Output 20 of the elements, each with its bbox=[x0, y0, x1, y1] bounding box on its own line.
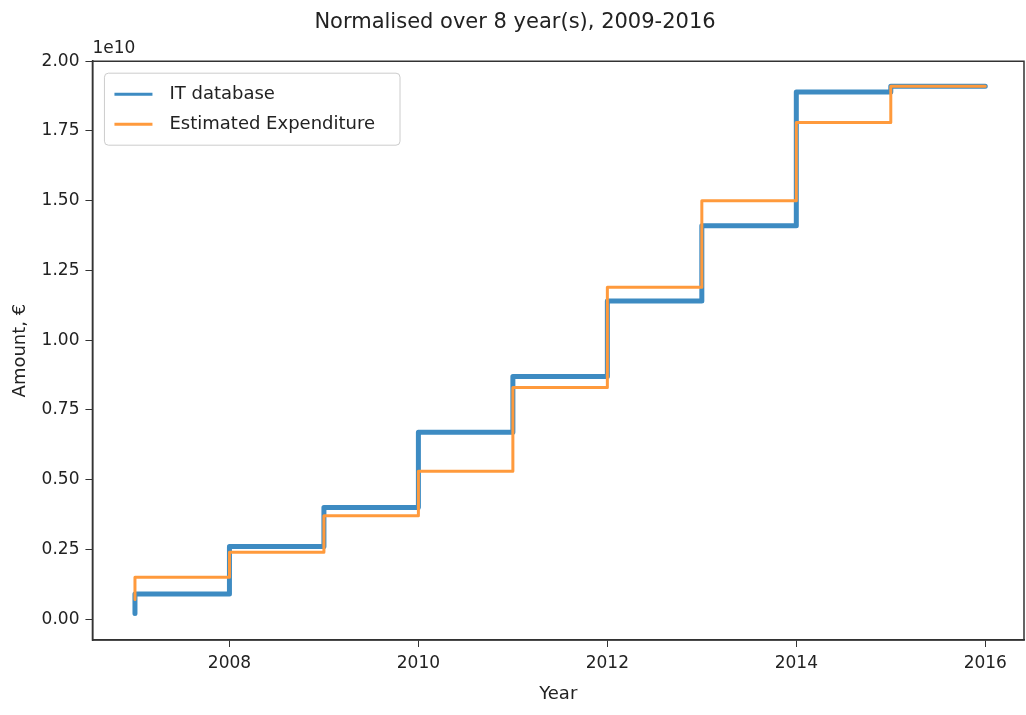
y-tick-label: 1.75 bbox=[41, 119, 80, 140]
text: 1e10 bbox=[92, 37, 136, 58]
y-tick-label: 0.25 bbox=[41, 537, 80, 558]
y-tick-label: 0.75 bbox=[41, 398, 80, 419]
x-tick-label: 2012 bbox=[585, 651, 629, 672]
y-tick-label: 0.00 bbox=[41, 607, 80, 628]
x-tick-label: 2008 bbox=[207, 651, 252, 672]
y-tick-label: 1.25 bbox=[41, 258, 80, 279]
legend-label: IT database bbox=[169, 81, 275, 103]
y-tick-label: 0.50 bbox=[41, 468, 80, 489]
x-axis-title: Year bbox=[538, 681, 578, 703]
x-tick-label: 2016 bbox=[963, 651, 1007, 672]
y-tick-label: 1.50 bbox=[41, 189, 80, 210]
chart-title: Normalised over 8 year(s), 2009-2016 bbox=[314, 9, 716, 34]
y-axis-title: Amount, € bbox=[8, 303, 30, 398]
x-tick-label: 2010 bbox=[396, 651, 441, 672]
y-tick-label: 2.00 bbox=[41, 49, 80, 70]
legend-label: Estimated Expenditure bbox=[169, 111, 376, 133]
x-tick-label: 2014 bbox=[774, 651, 818, 672]
y-tick-label: 1.00 bbox=[41, 328, 80, 349]
